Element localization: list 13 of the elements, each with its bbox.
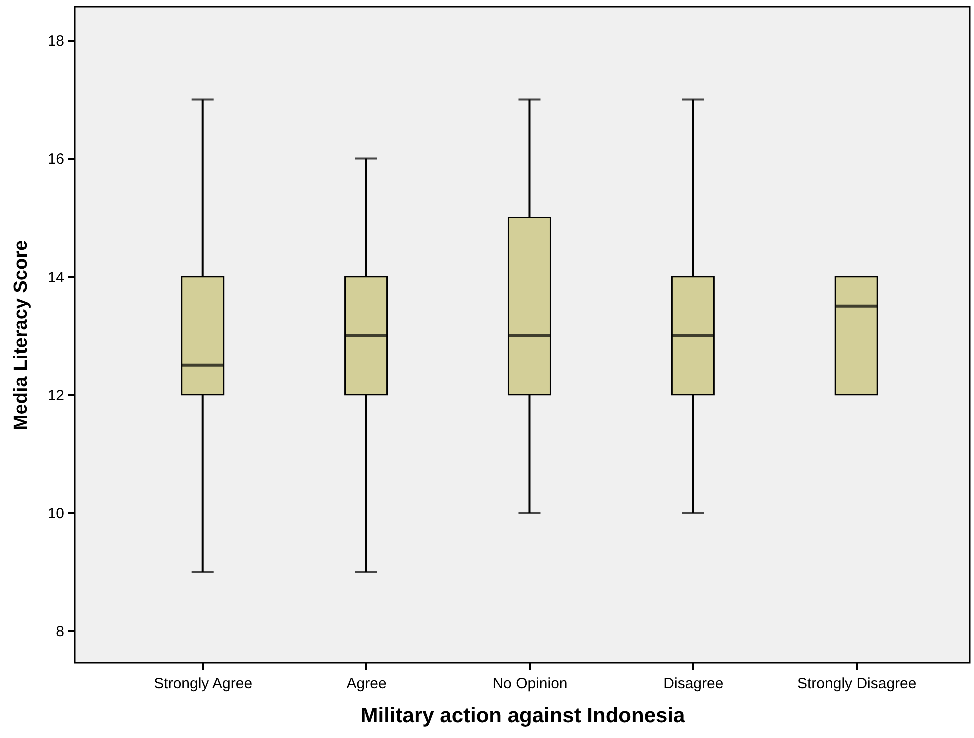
x-tick-label: Strongly Disagree	[798, 676, 917, 692]
y-tick-label: 12	[48, 387, 64, 404]
x-tick-label: Agree	[346, 676, 387, 692]
y-tick-label: 18	[48, 33, 64, 50]
y-tick-label: 14	[48, 269, 64, 286]
x-tick-label: Strongly Agree	[154, 676, 253, 692]
y-tick-label: 16	[48, 151, 64, 168]
y-axis-title: Media Literacy Score	[10, 240, 32, 431]
x-tick-label: No Opinion	[492, 676, 568, 692]
x-tick-label: Disagree	[664, 676, 724, 692]
y-tick-label: 10	[48, 506, 64, 523]
y-tick-label: 8	[56, 624, 64, 641]
x-axis-title: Military action against Indonesia	[360, 704, 686, 728]
